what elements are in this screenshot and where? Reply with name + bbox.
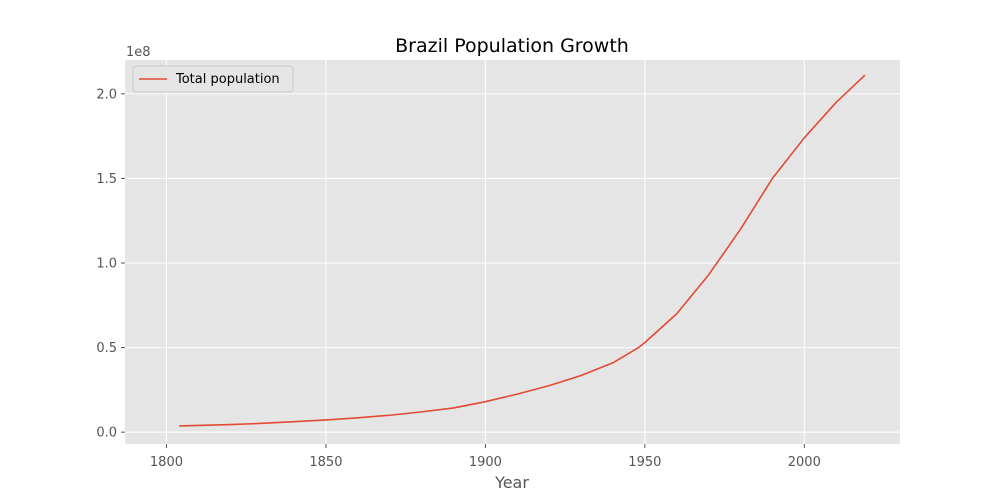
plot-area	[125, 60, 900, 444]
y-tick-label: 0.5	[96, 341, 117, 356]
x-tick-label: 1850	[309, 455, 342, 470]
series-layer	[179, 74, 866, 427]
ticks: 1800 1850 1900 1950 2000 0.0 0.5 1.0 1.5 2.0	[96, 87, 821, 470]
chart-title: Brazil Population Growth	[395, 35, 629, 57]
legend-label: Total population	[175, 72, 280, 87]
y-offset-label: 1e8	[126, 45, 151, 60]
x-tick-label: 1900	[469, 455, 502, 470]
x-tick-label: 1800	[150, 455, 183, 470]
legend-box	[132, 65, 294, 93]
legend: Total population	[132, 65, 294, 93]
y-tick-label: 1.5	[96, 172, 117, 187]
y-tick-label: 0.0	[96, 426, 117, 441]
x-tick-label: 2000	[788, 455, 821, 470]
x-axis-label: Year	[494, 473, 529, 492]
y-tick-label: 2.0	[96, 87, 117, 102]
grid	[125, 60, 900, 444]
series-line-total-population	[179, 74, 866, 427]
y-tick-label: 1.0	[96, 256, 117, 271]
x-tick-label: 1950	[628, 455, 661, 470]
